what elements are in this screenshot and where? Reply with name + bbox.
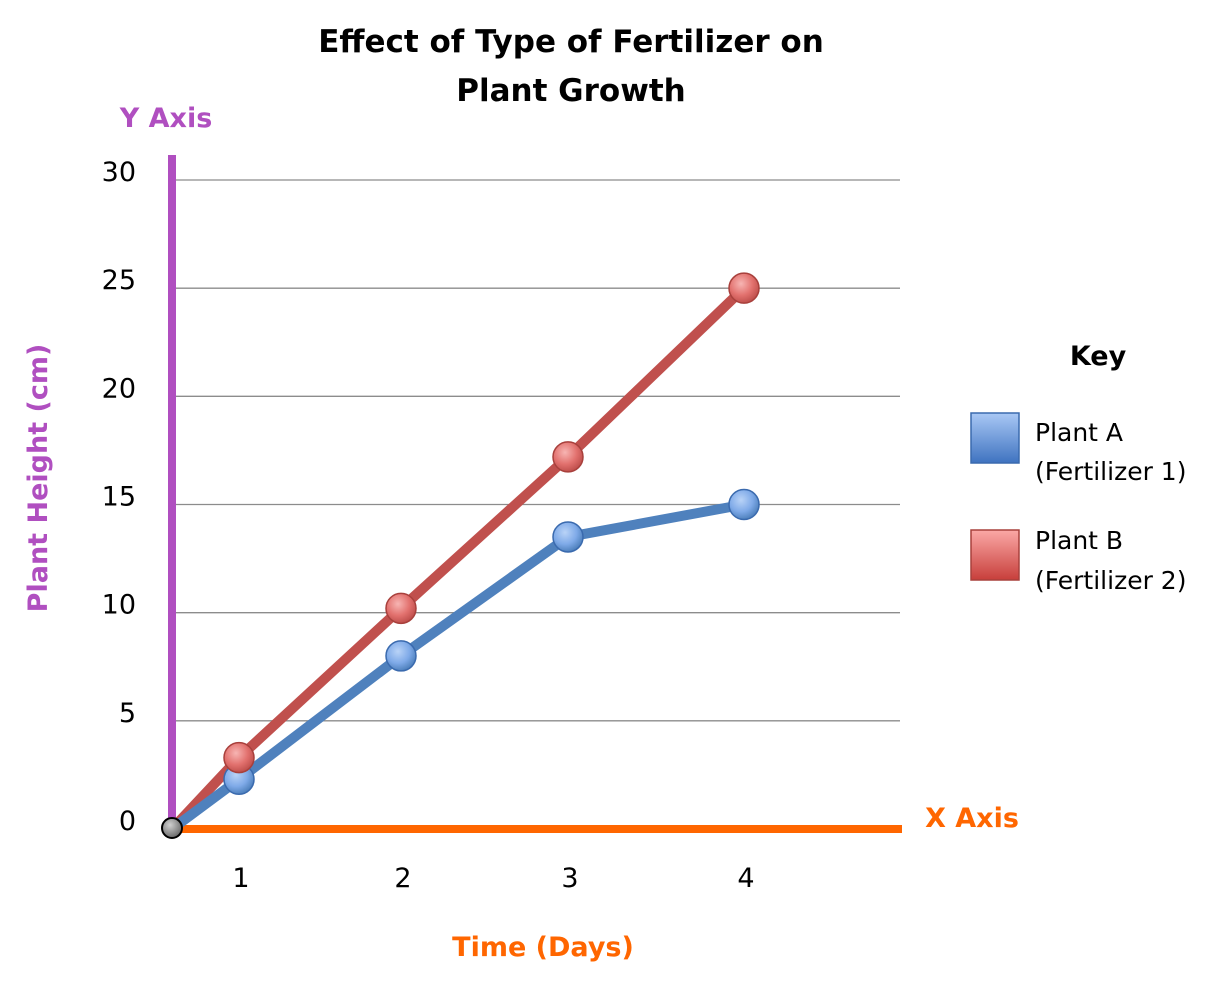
x-axis-label: Time (Days) (452, 932, 634, 963)
y-tick-labels: 0 5 10 15 20 25 30 (102, 157, 136, 837)
series-lines (167, 283, 749, 834)
x-tick-label-2: 2 (394, 863, 411, 894)
origin-marker (161, 817, 183, 839)
y-tick-label-20: 20 (102, 373, 136, 404)
legend-label-plant-a-line-2: (Fertilizer 1) (1035, 457, 1186, 486)
y-tick-label-5: 5 (119, 698, 136, 729)
y-tick-label-25: 25 (102, 265, 136, 296)
data-point-plant-b-day-3 (552, 441, 584, 473)
data-point-plant-b-day-4 (728, 272, 760, 304)
y-tick-label-10: 10 (102, 590, 136, 621)
chart-title-line-1: Effect of Type of Fertilizer on (318, 24, 824, 60)
data-point-plant-a-day-4 (728, 488, 760, 521)
x-tick-label-3: 3 (561, 863, 578, 894)
legend-label-plant-b-line-1: Plant B (1035, 526, 1123, 555)
x-axis-name: X Axis (925, 803, 1019, 834)
y-tick-label-15: 15 (102, 482, 136, 513)
y-tick-label-30: 30 (102, 157, 136, 188)
data-point-plant-b-day-1 (223, 741, 255, 774)
gridlines (172, 179, 900, 722)
legend-swatch-plant-a (970, 412, 1020, 464)
y-axis-name: Y Axis (119, 103, 213, 134)
chart-title-line-2: Plant Growth (456, 73, 686, 109)
data-point-plant-b-day-2 (385, 592, 417, 625)
series-line-plant-b (167, 283, 749, 834)
legend-label-plant-a-line-1: Plant A (1035, 418, 1123, 447)
legend-title: Key (1070, 341, 1127, 372)
legend-label-plant-b-line-2: (Fertilizer 2) (1035, 566, 1186, 595)
x-tick-label-1: 1 (232, 863, 249, 894)
series-points (223, 272, 760, 795)
y-tick-label-0: 0 (119, 806, 136, 837)
y-axis-label: Plant Height (cm) (23, 344, 54, 613)
data-point-plant-a-day-3 (552, 521, 584, 553)
data-point-plant-a-day-2 (385, 640, 417, 672)
x-tick-label-4: 4 (737, 863, 754, 894)
x-tick-labels: 1 2 3 4 (232, 863, 754, 894)
legend: Key Plant A (Fertilizer 1) Plant B (Fert… (970, 341, 1186, 595)
legend-swatch-plant-b (970, 529, 1020, 581)
